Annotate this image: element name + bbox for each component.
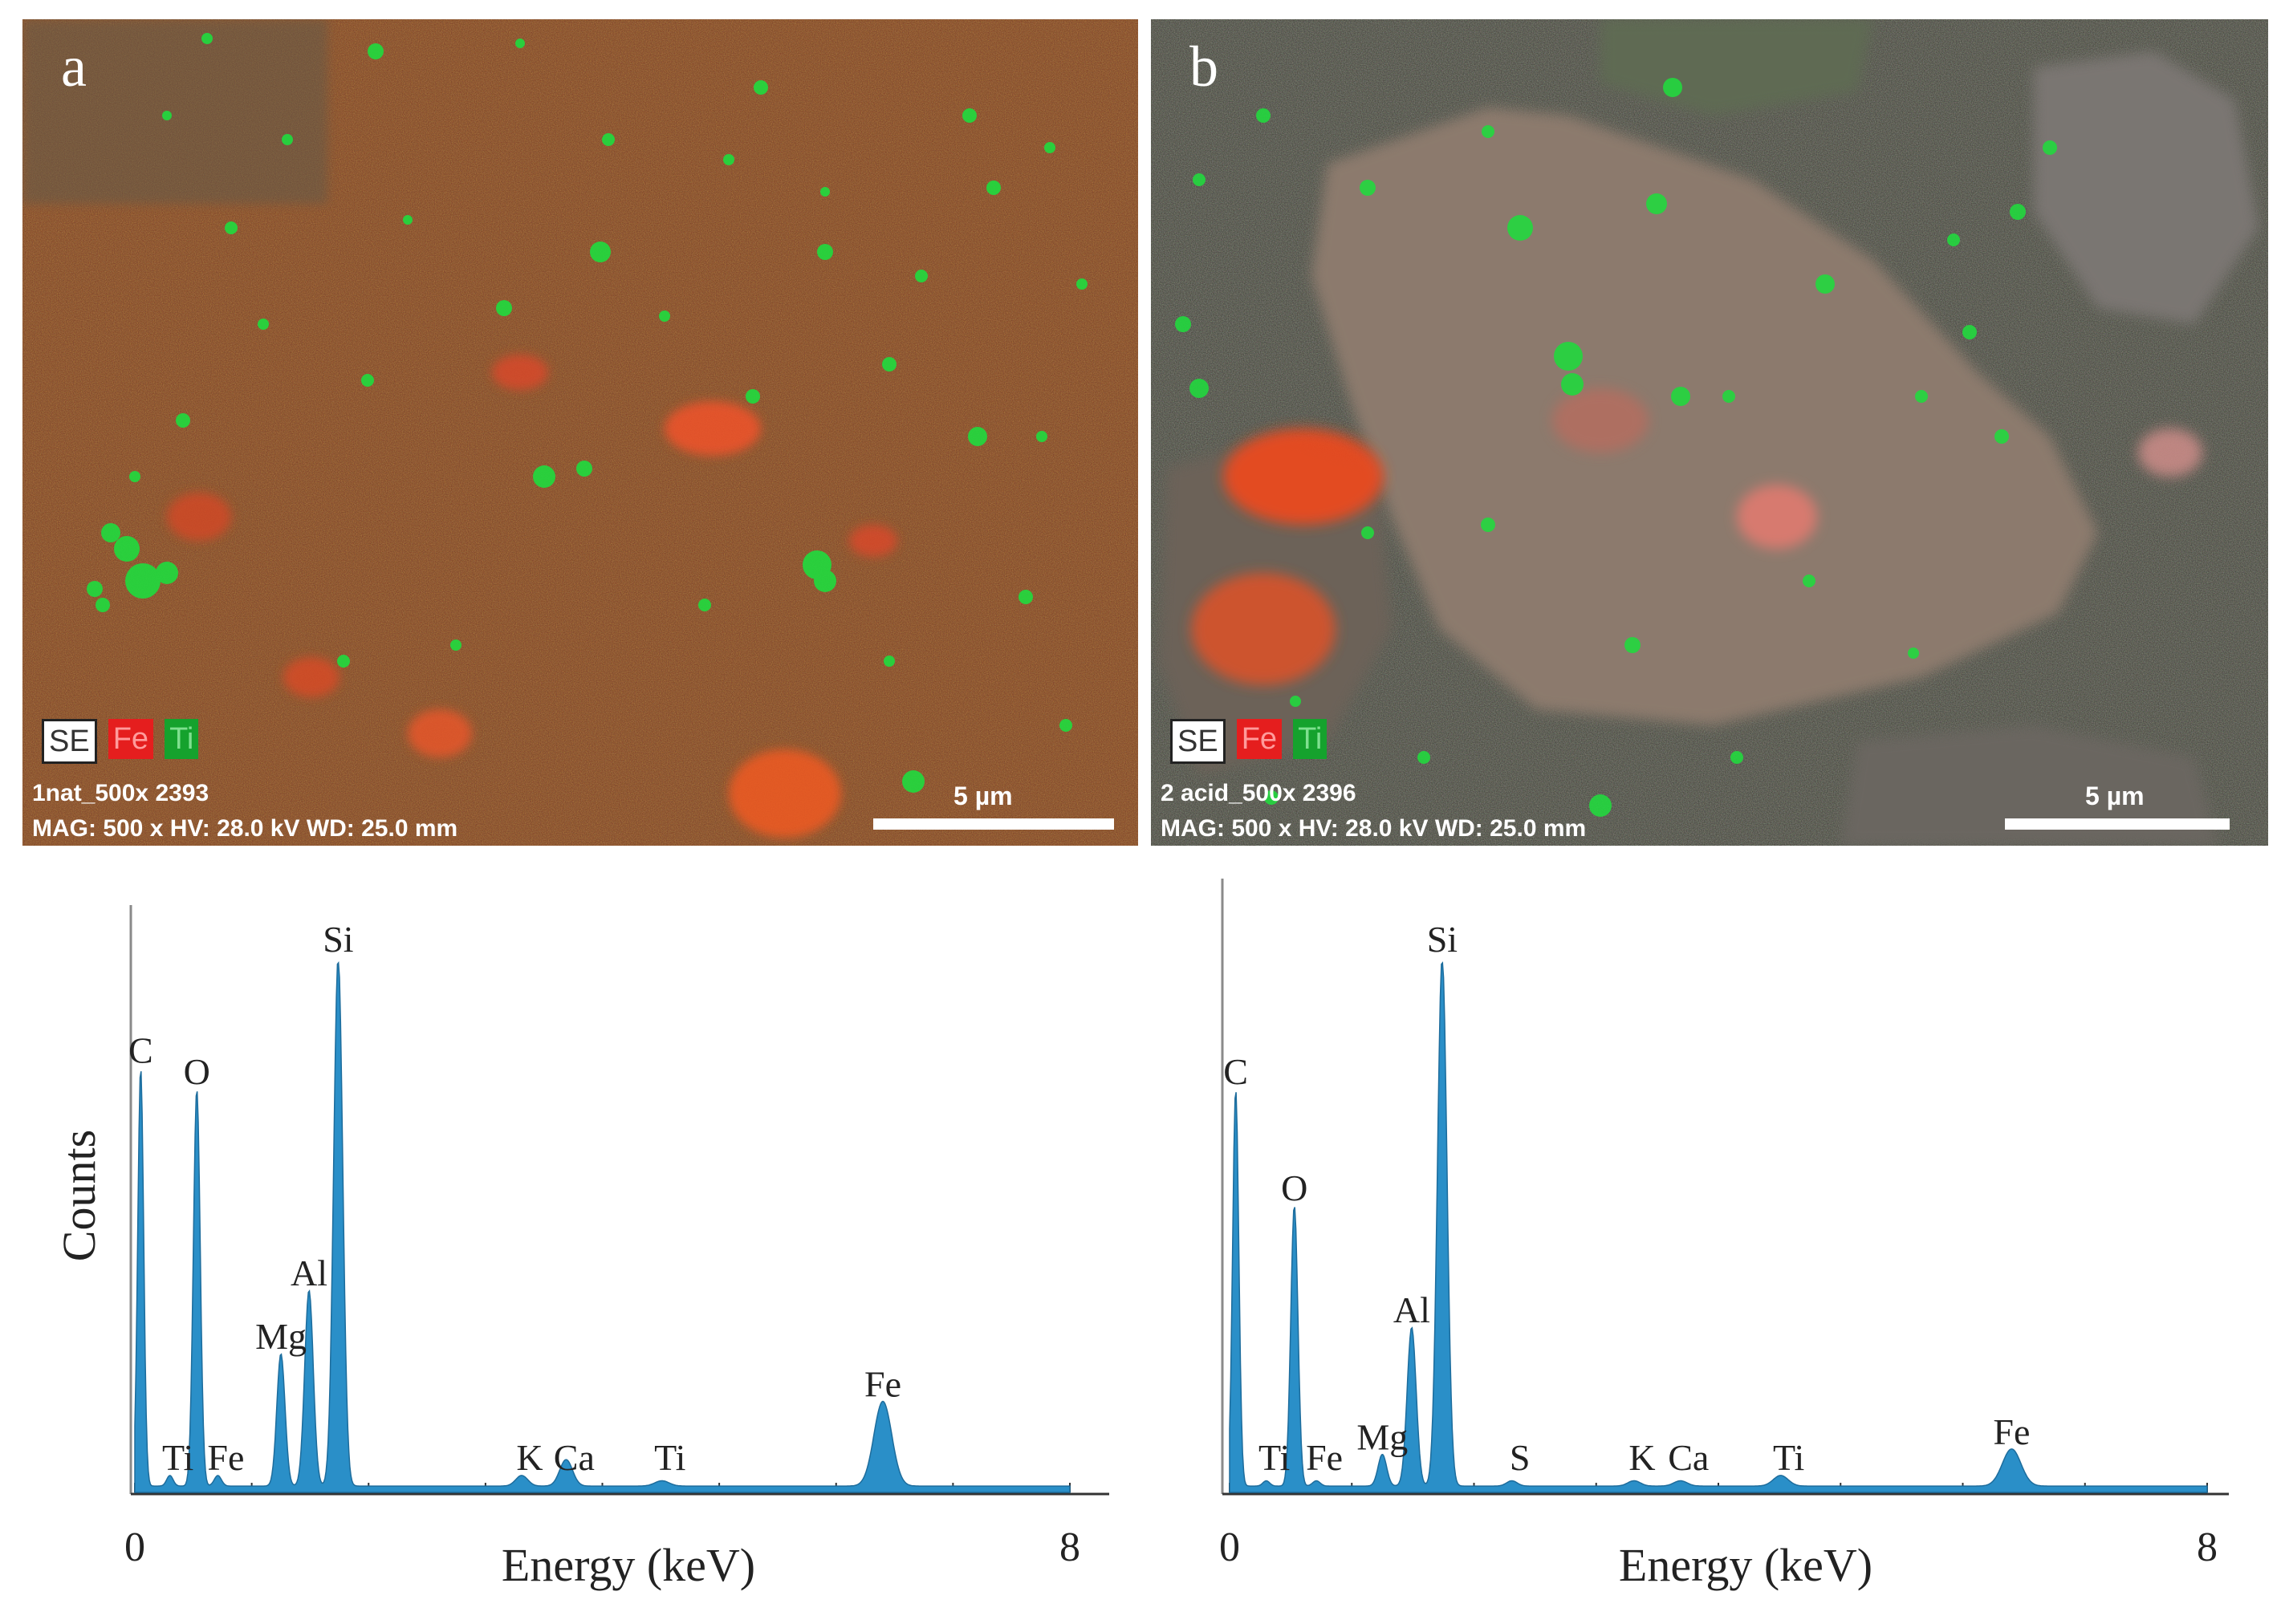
legend-fe: Fe: [1236, 719, 1283, 759]
peak-label-ti: Ti: [1258, 1437, 1290, 1478]
y-axis-label: Counts: [53, 1130, 105, 1261]
peak-label-fe: Fe: [1993, 1411, 2030, 1452]
peak-label-fe: Fe: [864, 1363, 901, 1404]
acquisition-parameters: MAG: 500 x HV: 28.0 kV WD: 25.0 mm: [32, 815, 458, 842]
peak-label-fe: Fe: [207, 1437, 244, 1478]
element-legend: SE Fe Ti: [1170, 719, 1328, 764]
eds-map-b: b SE Fe Ti 2 acid_500x 2396 MAG: 500 x H…: [1151, 19, 2268, 846]
peak-label-c: C: [128, 1030, 153, 1071]
scale-bar-label: 5 µm: [2085, 782, 2145, 810]
peak-label-ti: Ti: [1773, 1437, 1804, 1478]
peak-label-o: O: [1281, 1167, 1307, 1208]
spectrum-b-svg: C Ti O Fe Mg Al Si S K Ca Ti Fe 0 8 Energy (keV): [1219, 879, 2229, 1591]
spectrum-area: [1229, 961, 2208, 1493]
x-tick-label-8: 8: [2197, 1525, 2218, 1570]
element-legend: SE Fe Ti: [42, 719, 199, 764]
peak-label-si: Si: [323, 919, 353, 960]
peak-label-mg: Mg: [255, 1316, 307, 1357]
scale-bar: [873, 818, 1114, 830]
fe-rich-regions: [167, 355, 897, 838]
legend-ti: Ti: [1293, 719, 1328, 759]
peak-labels: C Ti O Fe Mg Al Si S K Ca Ti Fe: [1223, 919, 2030, 1478]
legend-fe: Fe: [108, 719, 154, 759]
peak-labels: C Ti O Fe Mg Al Si K Ca Ti Fe: [128, 919, 901, 1478]
peak-label-mg: Mg: [1356, 1416, 1408, 1457]
eds-spectrum-a: C Ti O Fe Mg Al Si K Ca Ti Fe 0 8 Energy (keV) Cou…: [0, 875, 1140, 1620]
x-tick-label-8: 8: [1059, 1525, 1080, 1570]
eds-map-b-image: [1151, 19, 2268, 846]
x-tick-label-0: 0: [1219, 1525, 1240, 1570]
fe-rich-regions: [1191, 388, 2202, 685]
peak-label-al: Al: [291, 1253, 327, 1293]
peak-label-k: K: [1628, 1437, 1655, 1478]
peak-label-si: Si: [1427, 919, 1458, 960]
ti-particles: [1175, 78, 2057, 817]
peak-label-ti: Ti: [654, 1437, 685, 1478]
sample-label: 2 acid_500x 2396: [1161, 780, 1356, 806]
peak-label-c: C: [1223, 1051, 1248, 1092]
peak-label-ti: Ti: [162, 1437, 193, 1478]
x-axis-label: Energy (keV): [1619, 1539, 1872, 1591]
peak-label-al: Al: [1393, 1289, 1430, 1330]
acquisition-parameters: MAG: 500 x HV: 28.0 kV WD: 25.0 mm: [1161, 815, 1587, 842]
peak-label-fe: Fe: [1306, 1437, 1343, 1478]
legend-se: SE: [1170, 719, 1226, 764]
eds-spectrum-b: C Ti O Fe Mg Al Si S K Ca Ti Fe 0 8 Energy (keV): [1140, 875, 2281, 1620]
spectrum-area: [134, 960, 1071, 1493]
ti-particles: [87, 33, 1088, 793]
eds-map-a: a SE Fe Ti 1nat_500x 2393 MAG: 500 x HV:…: [22, 19, 1138, 846]
grain-shapes: [1159, 19, 2259, 846]
spectrum-a-svg: C Ti O Fe Mg Al Si K Ca Ti Fe 0 8 Energy (keV) Cou…: [53, 905, 1109, 1591]
panel-letter-b: b: [1189, 35, 1218, 99]
sample-label: 1nat_500x 2393: [32, 780, 209, 806]
scale-bar: [2005, 818, 2230, 830]
panel-letter-a: a: [61, 35, 87, 99]
scale-bar-label: 5 µm: [953, 782, 1013, 810]
eds-map-a-image: [22, 19, 1138, 846]
peak-label-o: O: [184, 1051, 210, 1092]
peak-label-ca: Ca: [554, 1437, 595, 1478]
x-axis-label: Energy (keV): [502, 1539, 755, 1591]
peak-label-ca: Ca: [1668, 1437, 1709, 1478]
legend-se: SE: [42, 719, 97, 764]
peak-label-s: S: [1510, 1437, 1531, 1478]
x-tick-label-0: 0: [124, 1525, 145, 1570]
peak-label-k: K: [516, 1437, 543, 1478]
legend-ti: Ti: [165, 719, 199, 759]
